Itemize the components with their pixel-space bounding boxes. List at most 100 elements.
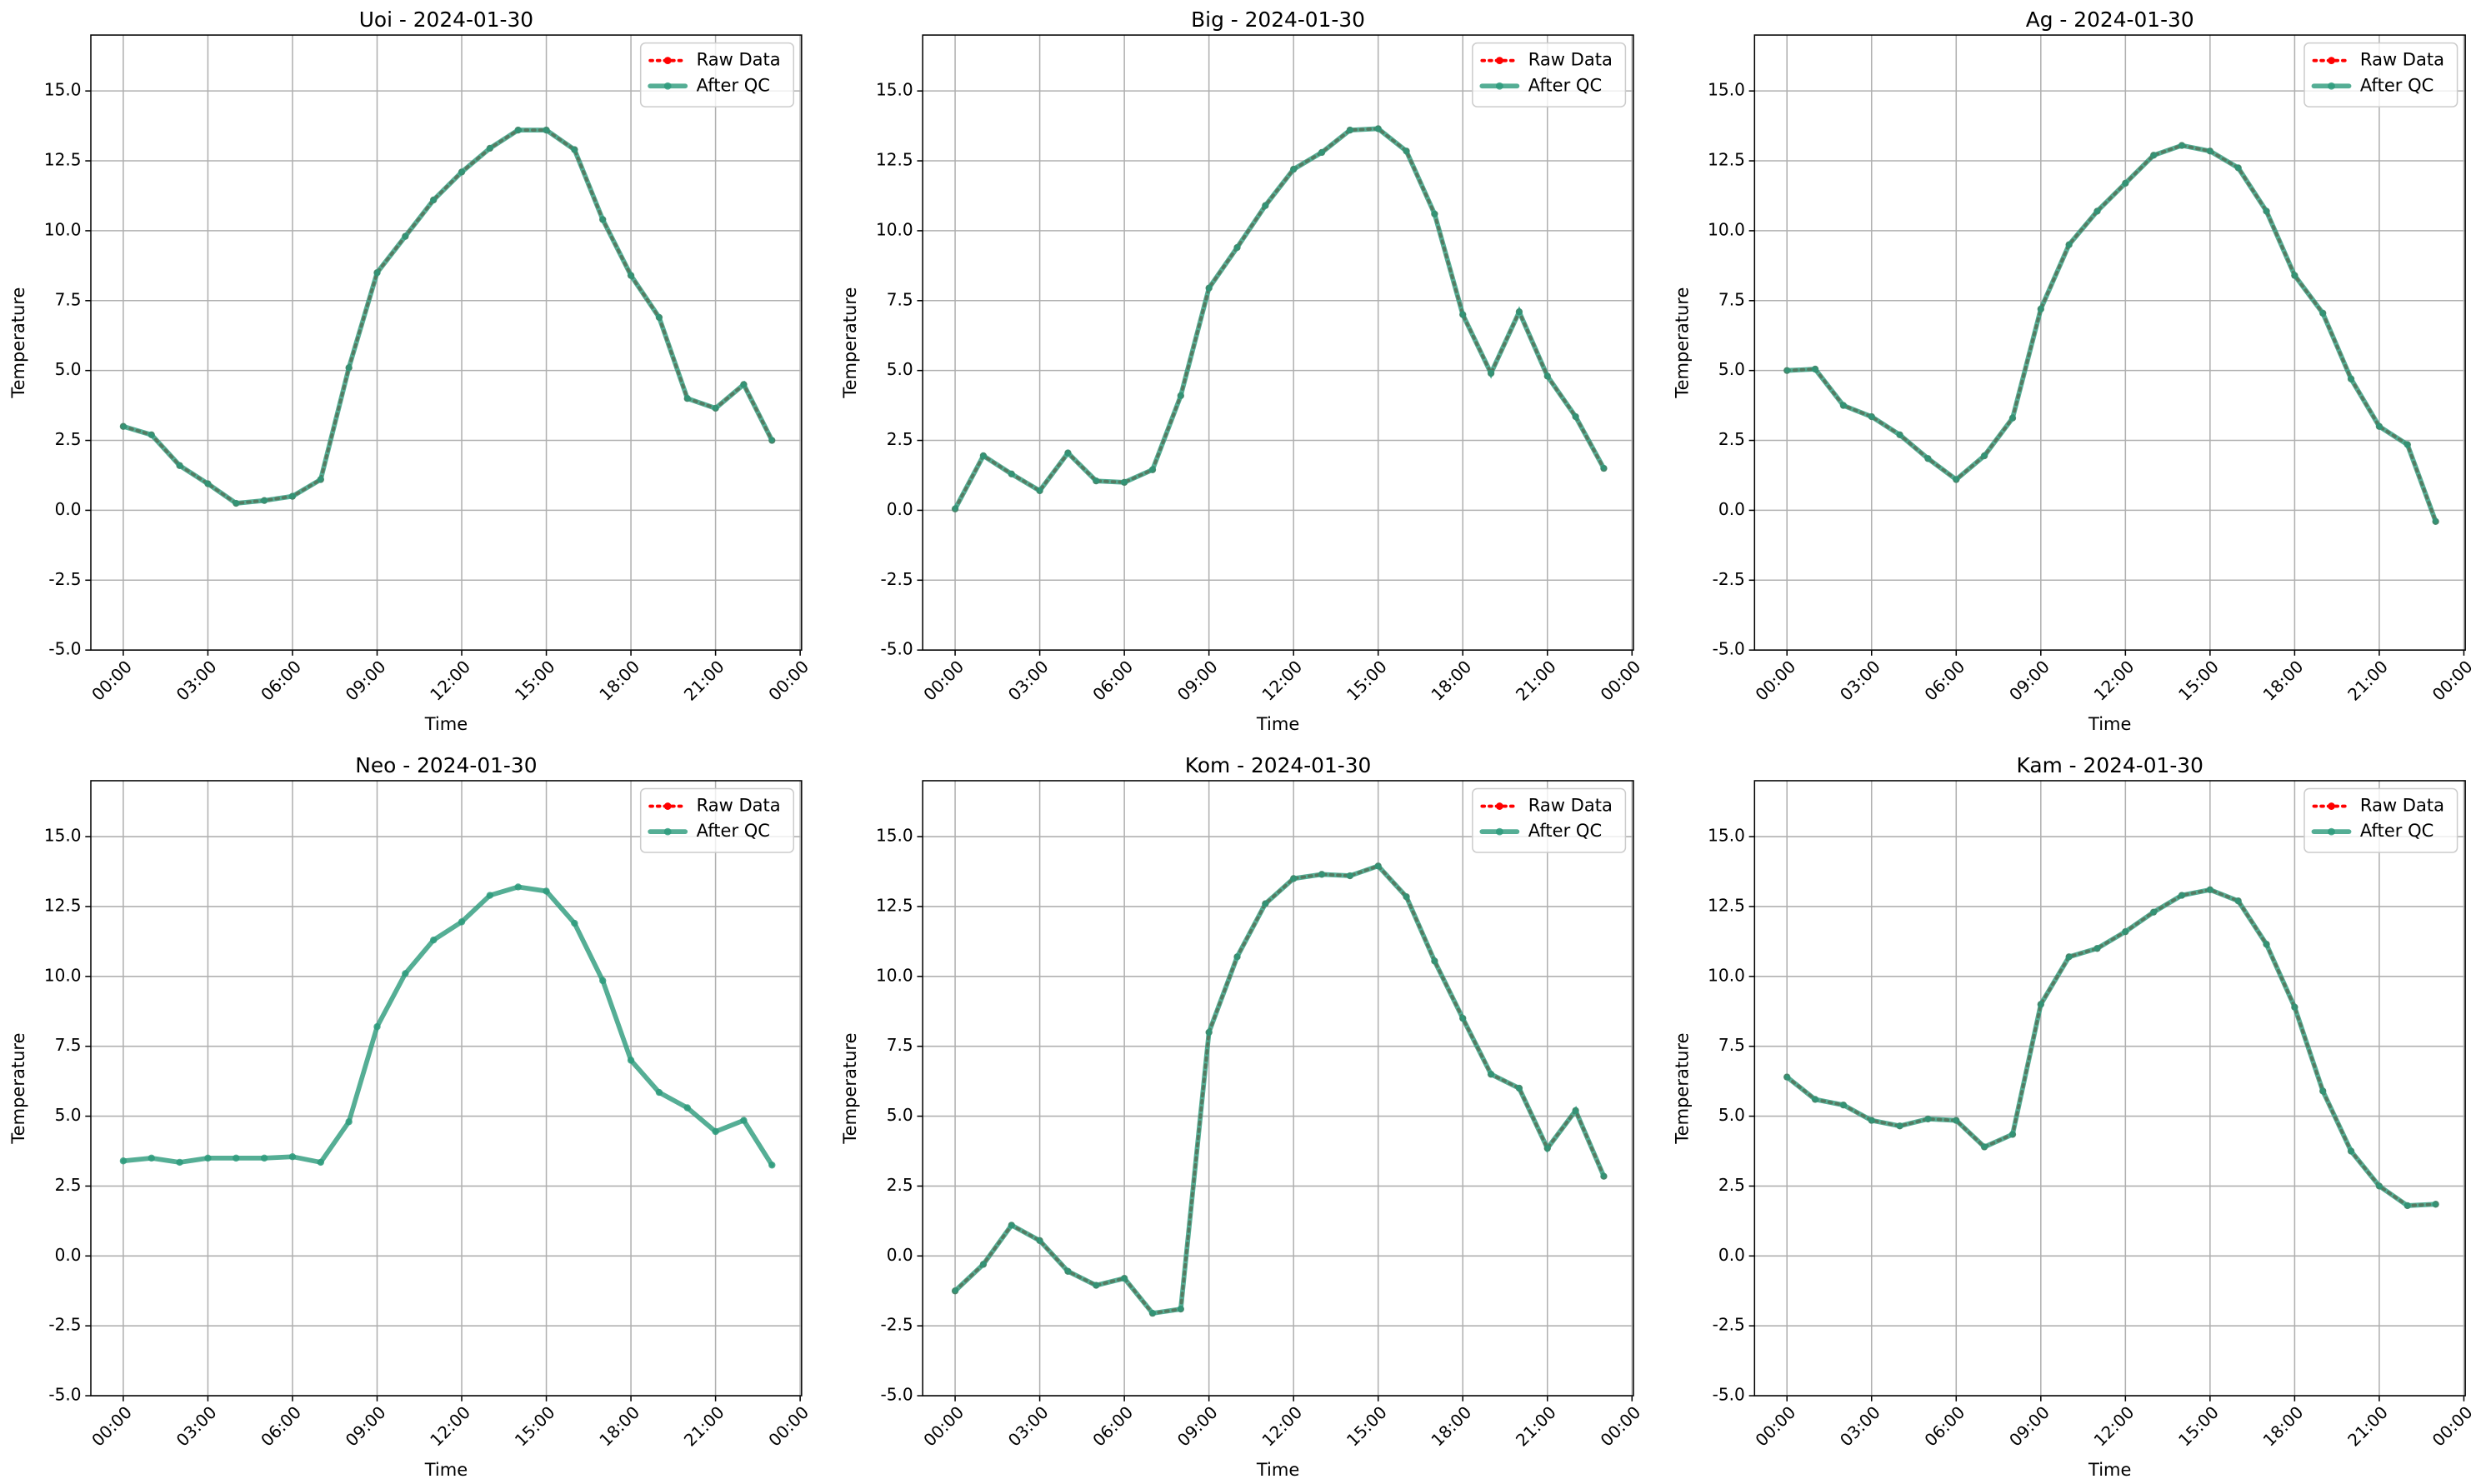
data-point [148,1154,155,1162]
y-tick-label: -2.5 [1713,1315,1745,1335]
data-point [740,381,748,388]
data-point [655,1088,663,1097]
data-point [1924,1115,1932,1123]
y-tick-label: 15.0 [876,826,913,846]
data-point [486,892,494,899]
y-tick-label: 5.0 [887,1105,913,1125]
x-axis-label: Time [1256,713,1299,734]
x-tick-label: 09:00 [2005,1402,2053,1451]
data-point [683,395,691,402]
data-point [233,499,240,507]
x-tick-label: 00:00 [1751,1402,1799,1451]
data-point [1572,1107,1579,1115]
y-tick-label: 5.0 [1718,359,1745,379]
x-tick-label: 00:00 [1597,1402,1645,1451]
data-point [204,1154,212,1162]
legend-marker [2328,82,2335,90]
chart-title: Uoi - 2024-01-30 [359,7,533,32]
y-tick-label: 5.0 [887,359,913,379]
y-tick-label: -2.5 [48,1315,81,1335]
data-point [1783,1073,1791,1081]
x-tick-label: 15:00 [2174,1402,2223,1451]
data-point [683,1104,691,1112]
x-tick-label: 00:00 [764,1402,813,1451]
data-point [2093,945,2101,952]
x-axis-label: Time [1256,1459,1299,1480]
data-point [2065,241,2073,248]
data-point [1980,1143,1988,1151]
data-point [951,505,959,512]
x-tick-label: 21:00 [2343,657,2392,705]
y-tick-label: 5.0 [55,1105,82,1125]
y-tick-label: 7.5 [1718,289,1745,309]
x-tick-label: 18:00 [2259,657,2308,705]
legend-label: After QC [1528,820,1602,841]
data-point [627,272,635,279]
y-tick-label: 7.5 [55,289,82,309]
x-tick-label: 03:00 [1004,1402,1053,1451]
series-line [121,884,775,1168]
data-point [1120,478,1128,487]
x-tick-label: 15:00 [511,657,559,705]
data-point [1953,476,1960,483]
y-axis-label: Temperature [8,287,28,399]
legend-marker [663,802,672,810]
data-point [1233,953,1241,961]
data-point [1036,1237,1043,1245]
axes-frame [922,34,1634,651]
data-point [1487,1071,1495,1078]
data-point [2347,375,2355,382]
y-tick-label: -2.5 [881,569,913,589]
data-point [2375,422,2383,430]
y-tick-label: 12.5 [44,895,82,915]
data-point [2432,517,2439,526]
y-tick-label: -5.0 [881,639,913,659]
data-point [1600,464,1608,472]
data-point [2263,207,2270,215]
y-tick-label: -2.5 [48,569,81,589]
data-point [768,1162,776,1169]
x-tick-label: 12:00 [2090,657,2138,705]
axes-frame [922,780,1634,1397]
y-tick-label: -2.5 [881,1315,913,1335]
data-point [599,977,607,985]
data-point [2263,941,2270,948]
data-point [148,431,155,439]
x-tick-label: 12:00 [1258,1402,1306,1451]
data-point [373,1022,381,1031]
data-point [543,887,550,895]
data-point [1120,1274,1128,1282]
data-point [951,1287,959,1295]
data-point [1572,412,1579,421]
y-tick-label: 12.5 [1708,150,1745,170]
y-tick-label: 0.0 [55,1245,82,1265]
y-tick-label: 0.0 [55,499,82,519]
legend-label: Raw Data [1528,795,1613,816]
data-point [1868,412,1875,421]
subplot: 00:00 03:00 06:00 09:00 12:00 15:00 18:00 21:00… [1671,7,2476,734]
y-tick-label: 10.0 [1708,219,1745,239]
x-tick-label: 18:00 [1427,1402,1475,1451]
data-point [119,1157,128,1165]
data-point [2008,1131,2017,1138]
data-point [1980,452,1988,460]
data-point [1064,449,1072,457]
y-tick-label: 2.5 [55,1175,82,1195]
data-point [1924,455,1932,462]
data-point [1177,392,1185,400]
data-point [2403,441,2411,448]
data-point [373,269,381,277]
y-tick-label: 7.5 [55,1035,82,1055]
x-tick-label: 12:00 [426,657,474,705]
subplot: 00:00 03:00 06:00 09:00 12:00 15:00 18:00 21:00… [1671,753,2476,1480]
data-point [2206,147,2214,155]
x-tick-label: 00:00 [1751,657,1799,705]
x-tick-label: 18:00 [595,1402,643,1451]
legend-label: Raw Data [2360,795,2444,816]
data-point [1233,243,1241,252]
data-point [1346,126,1354,134]
data-point [317,1158,325,1167]
legend-marker [2328,802,2335,810]
legend-label: Raw Data [697,49,781,70]
legend-marker [1495,82,1503,90]
